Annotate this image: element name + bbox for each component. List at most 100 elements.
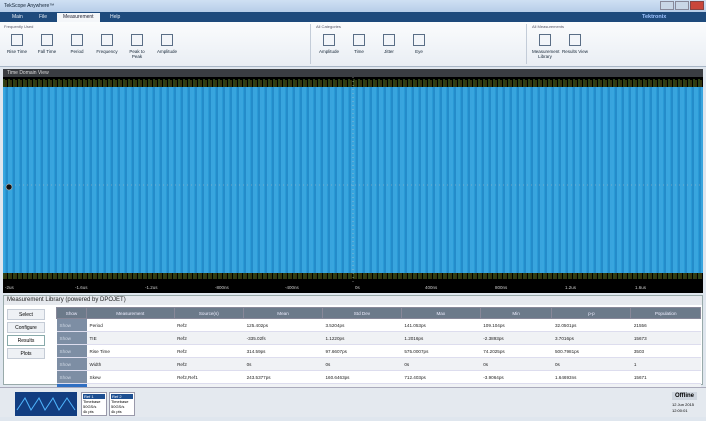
- button-icon: [71, 34, 83, 46]
- nav-button[interactable]: Configure: [7, 322, 45, 333]
- status: Offline: [672, 392, 697, 400]
- ribbon-button[interactable]: Period: [64, 32, 90, 54]
- table-cell: 3503: [630, 344, 701, 358]
- waveform-title: Time Domain View: [7, 70, 49, 76]
- button-icon: [383, 34, 395, 46]
- column-header: Min: [479, 307, 553, 319]
- table-cell: 32.0501ps: [551, 318, 631, 332]
- x-axis-label: -1.6us: [75, 285, 88, 290]
- table-cell: TIE: [86, 331, 175, 345]
- table-cell: 500.7981ps: [551, 344, 631, 358]
- reference-info: 4k pts: [83, 409, 94, 414]
- tab[interactable]: File: [39, 14, 48, 20]
- table-row[interactable]: Show Skew Ref2,Ref1 243.5377ps 160.6463ps 712…: [56, 370, 701, 384]
- button-icon: [161, 34, 173, 46]
- show-toggle[interactable]: Show: [56, 344, 87, 358]
- button-icon: [413, 34, 425, 46]
- show-toggle[interactable]: Show: [56, 370, 87, 384]
- table-cell: 3.7016ps: [551, 331, 631, 345]
- table-row[interactable]: Show Width Ref2 0s 0s 0s 0s 0s 1: [56, 357, 701, 371]
- reference-name: Ref 1: [83, 394, 105, 399]
- table-cell: 1.64693ns: [551, 370, 631, 384]
- x-axis-label: -400ns: [285, 285, 299, 290]
- tab[interactable]: Measurement: [57, 13, 100, 22]
- button-label: Rise Time: [6, 49, 27, 54]
- table-row[interactable]: Show Rise Time Ref2 314.59ps 97.6607ps 575.00…: [56, 344, 701, 358]
- reference-info: Timebase: [83, 399, 101, 404]
- table-cell: 97.6607ps: [322, 344, 402, 358]
- x-axis-label: -800ns: [215, 285, 229, 290]
- table-cell: 712.403ps: [401, 370, 481, 384]
- table-cell: 314.59ps: [243, 344, 323, 358]
- ribbon-button[interactable]: Eye: [406, 32, 432, 54]
- column-header: Measurement: [86, 307, 175, 319]
- ribbon-button[interactable]: Rise Time: [4, 32, 30, 54]
- table-cell: 15671: [630, 370, 701, 384]
- button-icon: [323, 34, 335, 46]
- button-icon: [131, 34, 143, 46]
- group-label: Frequently Used: [4, 24, 34, 29]
- waveform-thumbnail[interactable]: [15, 392, 77, 416]
- table-cell: 125.402ps: [243, 318, 323, 332]
- ribbon-button[interactable]: Jitter: [376, 32, 402, 54]
- reference-badge[interactable]: Ref 2 Timebase 50GS/s 4k pts: [109, 392, 135, 416]
- reference-info: Timebase: [111, 399, 129, 404]
- ribbon-button[interactable]: Measurement Library: [532, 32, 560, 59]
- column-header: Mean: [243, 307, 323, 319]
- ribbon-button[interactable]: Time: [346, 32, 372, 54]
- table-cell: -2.3893ps: [480, 331, 552, 345]
- minimize-button[interactable]: [660, 1, 674, 10]
- button-label: Peak to Peak: [129, 49, 145, 59]
- button-label: Amplitude: [318, 49, 339, 54]
- button-label: Fall Time: [37, 49, 57, 54]
- group-separator: [310, 24, 311, 64]
- table-cell: 74.2025ps: [480, 344, 552, 358]
- nav-button[interactable]: Select: [7, 309, 45, 320]
- x-axis-label: 400ns: [425, 285, 438, 290]
- table-cell: Rise Time: [86, 344, 175, 358]
- nav-button[interactable]: Plots: [7, 348, 45, 359]
- nav-button[interactable]: Results: [7, 335, 45, 346]
- table-cell: -3.9064ps: [480, 370, 552, 384]
- ribbon-button[interactable]: Results View: [562, 32, 588, 54]
- table-row[interactable]: Show Period Ref2 125.402ps 3.5204ps 141.053ps…: [56, 318, 701, 332]
- reference-badge[interactable]: Ref 1 Timebase 50GS/s 4k pts: [81, 392, 107, 416]
- table-cell: 160.6463ps: [322, 370, 402, 384]
- ribbon-button[interactable]: Peak to Peak: [124, 32, 150, 59]
- results-table: Show Measurement Source(s) Mean Std Dev Max Mi…: [56, 307, 701, 397]
- ribbon-button[interactable]: Fall Time: [34, 32, 60, 54]
- tab[interactable]: Help: [110, 14, 121, 20]
- ribbon-button[interactable]: Amplitude: [154, 32, 180, 54]
- group-label: All Measurements: [532, 24, 565, 29]
- ribbon-button[interactable]: Amplitude: [316, 32, 342, 54]
- show-toggle[interactable]: Show: [56, 318, 87, 332]
- column-header: Std Dev: [321, 307, 402, 319]
- button-icon: [569, 34, 581, 46]
- show-toggle[interactable]: Show: [56, 331, 87, 345]
- panel-header: Measurement Library (powered by DPOJET): [4, 296, 702, 305]
- panel-title: Measurement Library (powered by DPOJET): [7, 297, 126, 303]
- x-axis-label: -2us: [5, 285, 14, 290]
- reference-name: Ref 2: [111, 394, 133, 399]
- tab[interactable]: Main: [12, 14, 23, 20]
- button-label: Amplitude: [156, 49, 177, 54]
- button-label: Measurement Library: [532, 49, 560, 59]
- close-button[interactable]: [690, 1, 704, 10]
- column-header: p-p: [551, 307, 632, 319]
- table-cell: -335.02fs: [243, 331, 323, 345]
- ribbon-button[interactable]: Frequency: [94, 32, 120, 54]
- group-separator: [526, 24, 527, 64]
- x-axis-label: 1.2us: [565, 285, 577, 290]
- table-cell: 3.5204ps: [322, 318, 402, 332]
- button-label: Eye: [415, 49, 423, 54]
- table-cell: 0s: [551, 357, 631, 371]
- reference-info: 50GS/s: [111, 404, 125, 409]
- table-cell: 0s: [322, 357, 402, 371]
- x-axis-label: 800ns: [495, 285, 508, 290]
- maximize-button[interactable]: [675, 1, 689, 10]
- x-axis-label: -1.2us: [145, 285, 158, 290]
- table-row[interactable]: Show TIE Ref2 -335.02fs 1.1220ps 1.2016ps -2.3…: [56, 331, 701, 345]
- reference-info: 4k pts: [111, 409, 122, 414]
- show-toggle[interactable]: Show: [56, 357, 87, 371]
